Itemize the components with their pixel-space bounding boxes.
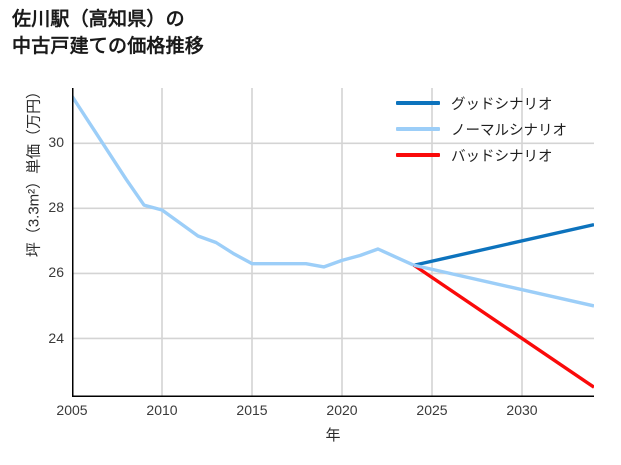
x-tick-label-2025: 2025 bbox=[416, 402, 448, 418]
series-line bbox=[413, 263, 594, 308]
x-tick-label-2005: 2005 bbox=[56, 402, 88, 418]
legend-swatch-bad bbox=[396, 153, 440, 157]
y-tick-label-28: 28 bbox=[48, 199, 64, 215]
chart-title: 佐川駅（高知県）の 中古戸建ての価格推移 bbox=[12, 9, 205, 57]
x-tick-label-2015: 2015 bbox=[236, 402, 268, 418]
x-axis-label: 年 bbox=[325, 427, 341, 444]
y-tick-label-26: 26 bbox=[48, 264, 64, 280]
legend-item-bad[interactable]: バッドシナリオ bbox=[396, 142, 608, 168]
x-tick-label-2020: 2020 bbox=[326, 402, 358, 418]
series-line bbox=[413, 263, 594, 389]
legend-swatch-normal bbox=[396, 127, 440, 131]
legend-item-good[interactable]: グッドシナリオ bbox=[396, 90, 608, 116]
y-tick-label-24: 24 bbox=[48, 330, 64, 346]
chart-legend: グッドシナリオ ノーマルシナリオ バッドシナリオ bbox=[396, 90, 608, 168]
legend-label-bad: バッドシナリオ bbox=[451, 148, 553, 165]
series-line bbox=[72, 95, 415, 269]
legend-label-good: グッドシナリオ bbox=[451, 96, 553, 113]
data-series-layer bbox=[72, 95, 594, 389]
legend-item-normal[interactable]: ノーマルシナリオ bbox=[396, 116, 608, 142]
legend-swatch-good bbox=[396, 101, 440, 105]
x-tick-label-2030: 2030 bbox=[506, 402, 538, 418]
series-line bbox=[413, 222, 594, 267]
legend-label-normal: ノーマルシナリオ bbox=[451, 122, 567, 139]
chart-canvas bbox=[72, 88, 594, 397]
x-tick-label-2010: 2010 bbox=[146, 402, 178, 418]
plot-area bbox=[72, 88, 594, 397]
y-axis-label: 坪（3.3m²）単価（万円） bbox=[25, 83, 43, 258]
y-tick-label-30: 30 bbox=[48, 134, 64, 150]
